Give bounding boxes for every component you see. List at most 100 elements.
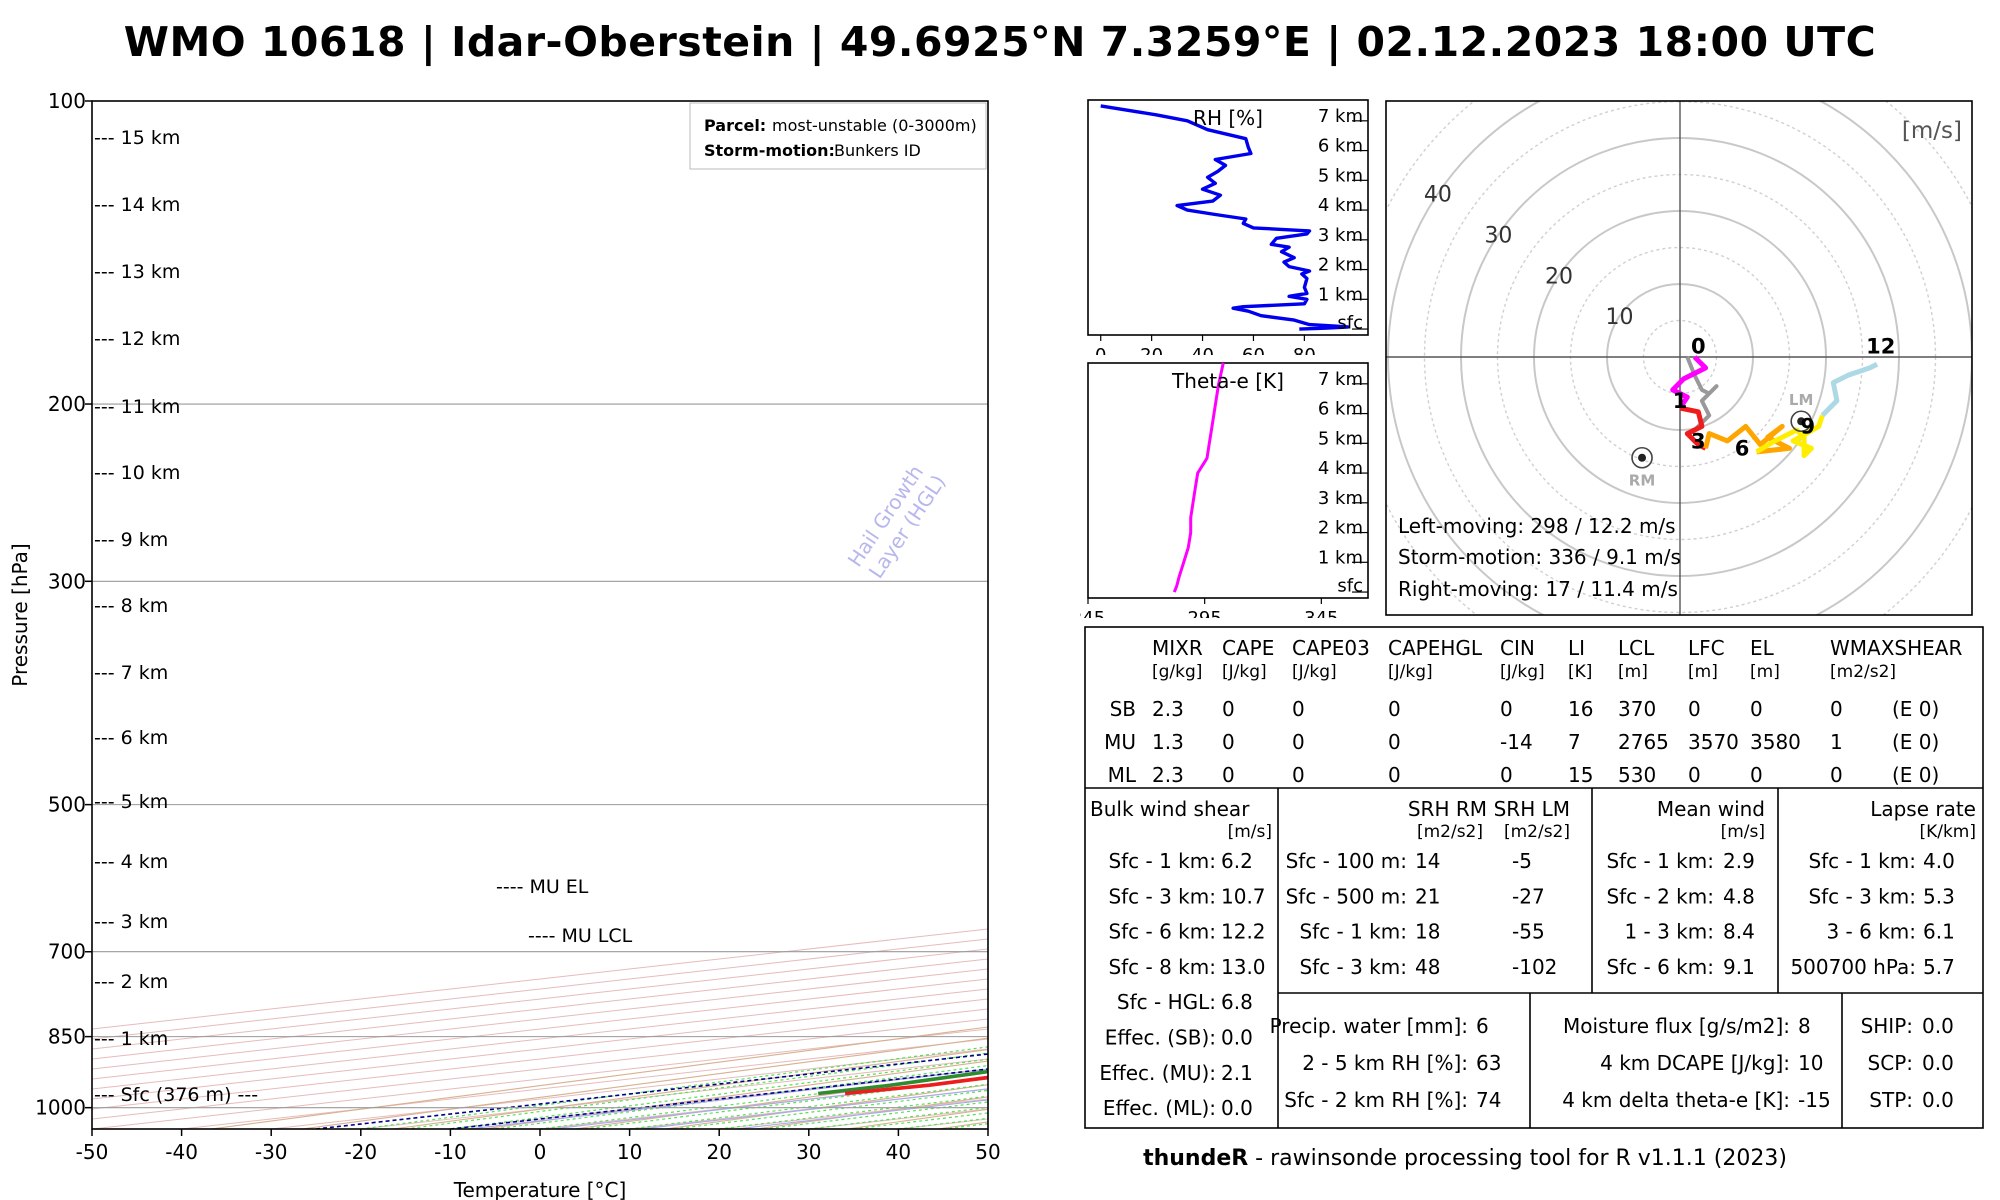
srh-lm-unit: [m2/s2] [1504, 822, 1570, 842]
skewt-chart: 24816 -50-40-30-20-100102030405010020030… [8, 89, 1000, 1200]
bulk-shear-value: 2.1 [1221, 1061, 1253, 1085]
y-tick-label: 200 [48, 392, 86, 416]
moist-adiabat-line [495, 1064, 988, 1129]
moist-adiabat-line [405, 1052, 988, 1129]
table-header-unit: [J/kg] [1500, 662, 1545, 682]
table-header-unit: [m2/s2] [1830, 662, 1896, 682]
footer-text: - rawinsonde processing tool for R v1.1.… [1248, 1146, 1787, 1171]
hodo-height-label: 0 [1691, 334, 1706, 358]
bulk-shear-label: Sfc - 8 km: [1108, 955, 1216, 979]
height-tick-label: 5 km [1318, 428, 1363, 449]
dry-adiabat-line [483, 1060, 988, 1129]
srh-lm-title: SRH LM [1494, 797, 1570, 821]
x-tick-label: 10 [617, 1140, 642, 1164]
footer-tool-name: thundeR [1143, 1146, 1249, 1171]
x-tick-label: 20 [706, 1140, 731, 1164]
table-cell: 0 [1688, 697, 1701, 721]
moist-adiabat-line [450, 1058, 988, 1129]
hodo-height-label: 3 [1691, 429, 1706, 453]
table-cell: 0 [1222, 763, 1235, 787]
x-tick-label: 20 [1140, 345, 1163, 355]
height-label: --- 9 km [94, 529, 168, 551]
table-header-unit: [K] [1568, 662, 1592, 682]
table-cell: (E 0) [1892, 763, 1939, 787]
height-tick-label: 7 km [1318, 106, 1363, 127]
bulk-shear-unit: [m/s] [1228, 822, 1272, 842]
height-tick-label: 1 km [1318, 547, 1363, 568]
table-header-unit: [m] [1688, 662, 1718, 682]
parameter-table: MIXR[g/kg]CAPE[J/kg]CAPE03[J/kg]CAPEHGL[… [1084, 626, 1984, 1129]
srh-rm-value: 21 [1415, 884, 1440, 908]
bulk-shear-value: 0.0 [1221, 1026, 1253, 1050]
table-cell: 2.3 [1152, 697, 1184, 721]
table-header: CAPE03 [1292, 636, 1370, 660]
height-label: --- 15 km [94, 127, 180, 149]
hodo-segment [1679, 405, 1707, 451]
hodo-height-label: 6 [1735, 437, 1750, 461]
table-cell: (E 0) [1892, 730, 1939, 754]
x-tick-label: 295 [1187, 608, 1221, 618]
storm-motion-label: RM [1629, 472, 1655, 490]
hodo-info-left: Left-moving: 298 / 12.2 m/s [1398, 514, 1676, 538]
legend-parcel-label: Parcel: [704, 116, 766, 135]
height-label: --- 13 km [94, 261, 180, 283]
table-header: CAPEHGL [1388, 636, 1483, 660]
bulk-shear-value: 13.0 [1221, 955, 1266, 979]
bulk-shear-label: Effec. (MU): [1099, 1061, 1216, 1085]
height-label: --- 2 km [94, 971, 168, 993]
skewt-x-label: Temperature [°C] [453, 1178, 627, 1200]
lapse-rate-label: 500700 hPa: [1790, 955, 1916, 979]
profile-curve [1172, 362, 1225, 593]
y-tick-label: 100 [48, 89, 86, 113]
hodo-height-label: 9 [1800, 415, 1815, 439]
composite-label: SHIP: [1861, 1014, 1913, 1038]
x-tick-label: -50 [76, 1140, 109, 1164]
isotherm-line [92, 948, 988, 1050]
mean-wind-unit: [m/s] [1721, 822, 1765, 842]
height-label: --- 7 km [94, 662, 168, 684]
table-cell: 0 [1292, 763, 1305, 787]
height-tick-label: 5 km [1318, 165, 1363, 186]
x-tick-label: 30 [796, 1140, 821, 1164]
srh-lm-value: -5 [1512, 849, 1532, 873]
dry-adiabat-line [210, 1026, 988, 1129]
srh-rm-value: 14 [1415, 849, 1440, 873]
moisture-value: 6 [1476, 1014, 1489, 1038]
storm-motion-dot [1638, 453, 1647, 462]
height-tick-label: 4 km [1318, 458, 1363, 479]
height-tick-label: 6 km [1318, 399, 1363, 420]
table-row-label: SB [1110, 697, 1136, 721]
bulk-shear-value: 0.0 [1221, 1096, 1253, 1120]
table-row-label: ML [1108, 763, 1137, 787]
table-header-unit: [m] [1750, 662, 1780, 682]
table-cell: 16 [1568, 697, 1593, 721]
table-cell: 1 [1830, 730, 1843, 754]
table-cell: 0 [1750, 763, 1763, 787]
bulk-shear-label: Sfc - 6 km: [1108, 920, 1216, 944]
table-cell: 15 [1568, 763, 1593, 787]
table-header-unit: [m] [1618, 662, 1648, 682]
table-cell: (E 0) [1892, 697, 1939, 721]
height-label: --- 5 km [94, 791, 168, 813]
isotherm-line [539, 1078, 988, 1129]
dry-adiabat-line [392, 1049, 988, 1129]
height-tick-label: 4 km [1318, 195, 1363, 216]
table-cell: 0 [1292, 730, 1305, 754]
srh-rm-value: 18 [1415, 920, 1440, 944]
hgl-boundary-line [450, 1068, 988, 1129]
hodograph-units: [m/s] [1902, 118, 1962, 144]
table-header: LFC [1688, 636, 1725, 660]
thetae-title: Theta-e [K] [1171, 369, 1284, 393]
dry-adiabat-line [846, 1108, 988, 1129]
hodo-height-label: 12 [1866, 334, 1895, 358]
height-label: --- 12 km [94, 328, 180, 350]
table-cell: 1.3 [1152, 730, 1184, 754]
lapse-rate-value: 6.1 [1923, 920, 1955, 944]
mixing-ratio-line [551, 1078, 988, 1129]
bulk-shear-title: Bulk wind shear [1090, 797, 1250, 821]
height-tick-label: 2 km [1318, 518, 1363, 539]
x-tick-label: 345 [1304, 608, 1338, 618]
profile-curve [1100, 104, 1350, 331]
table-cell: 0 [1750, 697, 1763, 721]
x-tick-label: 245 [1080, 608, 1105, 618]
